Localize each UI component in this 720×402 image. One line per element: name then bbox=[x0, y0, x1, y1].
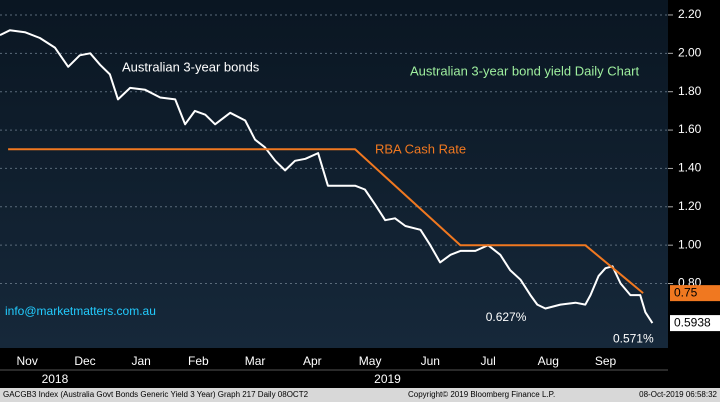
annotation: 0.571% bbox=[613, 331, 654, 345]
x-tick-label: Apr bbox=[303, 354, 322, 368]
y-tick-label: 2.00 bbox=[678, 46, 702, 60]
year-label: 2018 bbox=[42, 372, 69, 386]
y-tick-label: 2.20 bbox=[678, 7, 702, 21]
y-tick-label: 1.60 bbox=[678, 122, 702, 136]
watermark: info@marketmatters.com.au bbox=[5, 304, 156, 318]
end-label: 0.75 bbox=[674, 285, 698, 299]
y-tick-label: 1.80 bbox=[678, 84, 702, 98]
end-label: 0.5938 bbox=[674, 315, 711, 329]
footer-text: 08-Oct-2019 06:58:32 bbox=[639, 390, 717, 399]
y-tick-label: 1.40 bbox=[678, 161, 702, 175]
end-label-box bbox=[670, 315, 720, 332]
y-tick-label: 1.00 bbox=[678, 237, 702, 251]
year-label: 2019 bbox=[374, 372, 401, 386]
end-label-box bbox=[670, 285, 720, 302]
annotation: 0.627% bbox=[486, 310, 527, 324]
footer-bar bbox=[0, 388, 720, 402]
series-label: RBA Cash Rate bbox=[375, 141, 466, 156]
x-tick-label: May bbox=[359, 354, 382, 368]
footer-text: GACGB3 Index (Australia Govt Bonds Gener… bbox=[3, 390, 309, 399]
x-tick-label: Dec bbox=[74, 354, 95, 368]
line bbox=[8, 148, 644, 294]
x-tick-label: Sep bbox=[595, 354, 617, 368]
footer-text: Copyright© 2019 Bloomberg Finance L.P. bbox=[408, 390, 555, 399]
y-tick-label: 1.20 bbox=[678, 199, 702, 213]
x-tick-label: Jun bbox=[421, 354, 440, 368]
x-tick-label: Feb bbox=[188, 354, 209, 368]
x-tick-label: Mar bbox=[245, 354, 266, 368]
x-tick-label: Jul bbox=[480, 354, 495, 368]
x-tick-label: Jan bbox=[131, 354, 150, 368]
series-label: Australian 3-year bonds bbox=[122, 59, 260, 74]
chart-title: Australian 3-year bond yield Daily Chart bbox=[410, 63, 639, 78]
x-tick-label: Nov bbox=[17, 354, 38, 368]
x-tick-label: Aug bbox=[538, 354, 559, 368]
plot-area bbox=[0, 0, 668, 348]
line bbox=[0, 29, 654, 324]
